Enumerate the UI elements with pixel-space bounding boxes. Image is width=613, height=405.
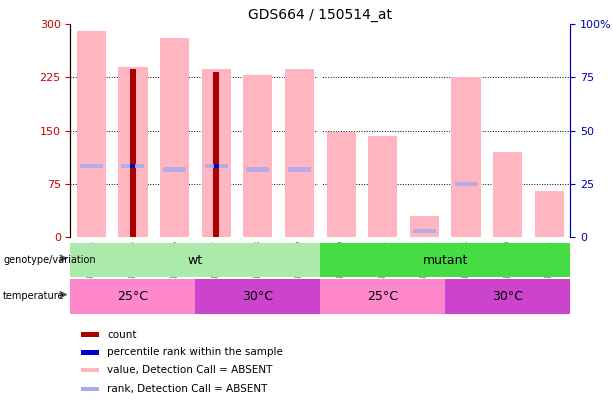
Bar bbox=[214, 164, 219, 168]
Text: wt: wt bbox=[188, 254, 203, 267]
Text: temperature: temperature bbox=[3, 292, 64, 301]
Bar bbox=[213, 72, 219, 237]
Text: 30°C: 30°C bbox=[242, 290, 273, 303]
Bar bbox=[77, 32, 106, 237]
Bar bbox=[163, 168, 186, 172]
Text: 25°C: 25°C bbox=[118, 290, 148, 303]
Bar bbox=[445, 279, 570, 314]
Bar bbox=[202, 69, 230, 237]
Text: 25°C: 25°C bbox=[367, 290, 398, 303]
Text: count: count bbox=[107, 330, 137, 339]
Bar bbox=[327, 132, 356, 237]
Bar bbox=[196, 279, 320, 314]
Bar bbox=[121, 164, 145, 168]
Bar bbox=[413, 229, 436, 233]
Bar bbox=[243, 75, 272, 237]
Bar bbox=[130, 69, 136, 237]
Bar bbox=[320, 279, 445, 314]
Bar bbox=[160, 38, 189, 237]
Bar bbox=[118, 67, 148, 237]
Bar bbox=[82, 386, 99, 391]
Bar bbox=[131, 164, 135, 168]
Bar bbox=[82, 332, 99, 337]
Bar bbox=[288, 168, 311, 172]
Bar bbox=[368, 136, 397, 237]
Bar bbox=[285, 69, 314, 237]
Text: 30°C: 30°C bbox=[492, 290, 523, 303]
Bar bbox=[410, 216, 439, 237]
Bar bbox=[82, 368, 99, 373]
Text: mutant: mutant bbox=[422, 254, 468, 267]
Bar bbox=[80, 164, 103, 168]
Bar bbox=[82, 350, 99, 355]
Bar bbox=[70, 279, 196, 314]
Bar bbox=[493, 152, 522, 237]
Bar bbox=[455, 181, 478, 186]
Bar bbox=[320, 243, 570, 277]
Bar bbox=[205, 164, 227, 168]
Bar bbox=[246, 168, 269, 172]
Bar bbox=[70, 243, 320, 277]
Text: rank, Detection Call = ABSENT: rank, Detection Call = ABSENT bbox=[107, 384, 267, 394]
Bar bbox=[451, 77, 481, 237]
Text: percentile rank within the sample: percentile rank within the sample bbox=[107, 347, 283, 357]
Title: GDS664 / 150514_at: GDS664 / 150514_at bbox=[248, 8, 392, 22]
Text: genotype/variation: genotype/variation bbox=[3, 255, 96, 265]
Text: value, Detection Call = ABSENT: value, Detection Call = ABSENT bbox=[107, 365, 273, 375]
Bar bbox=[535, 191, 564, 237]
